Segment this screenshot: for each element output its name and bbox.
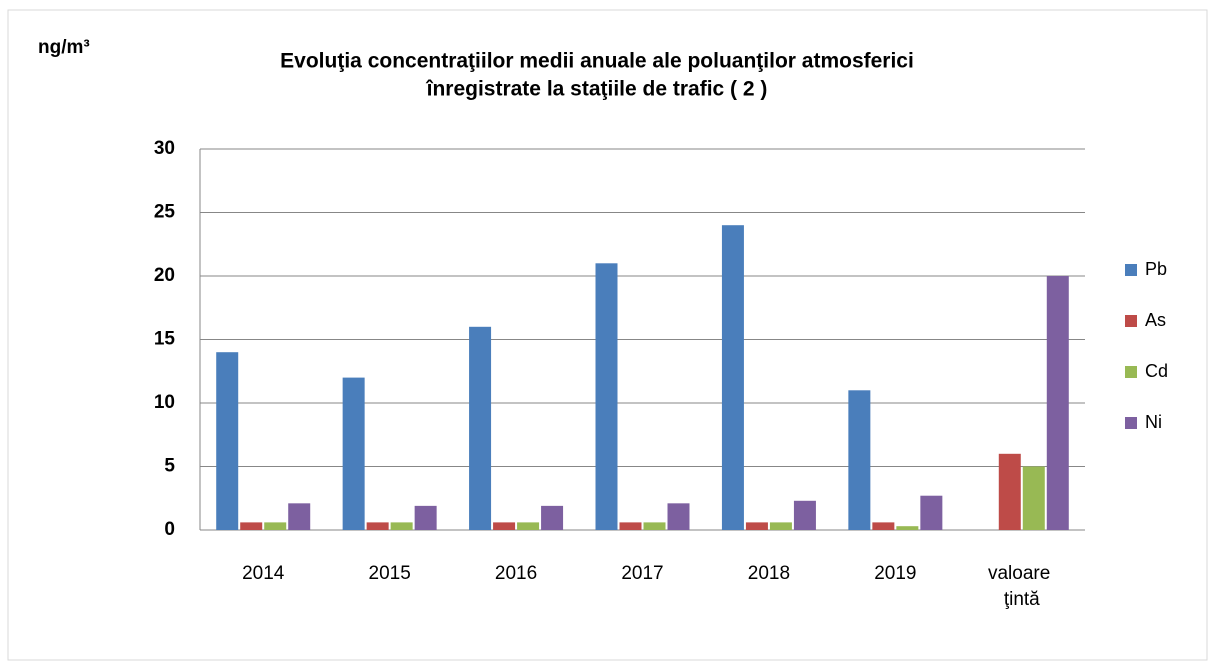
legend-label: Cd	[1145, 361, 1168, 381]
bar	[469, 326, 492, 530]
x-tick-label: 2019	[874, 563, 916, 584]
y-tick-label: 5	[164, 456, 175, 477]
legend-label: As	[1145, 310, 1166, 330]
legend-label: Ni	[1145, 412, 1162, 432]
x-tick-label: 2016	[495, 563, 537, 584]
bar	[414, 505, 437, 530]
chart-title: Evoluţia concentraţiilor medii anuale al…	[280, 50, 914, 73]
legend-swatch	[1125, 315, 1137, 327]
bar	[366, 522, 389, 530]
x-tick-label: 2018	[748, 563, 790, 584]
bar	[595, 263, 618, 530]
bar	[721, 225, 744, 530]
legend-swatch	[1125, 366, 1137, 378]
legend-label: Pb	[1145, 259, 1167, 279]
bar	[493, 522, 516, 530]
bar	[793, 500, 816, 530]
bar	[643, 522, 666, 530]
bar	[216, 352, 239, 530]
bar	[1046, 276, 1069, 530]
y-tick-label: 10	[154, 392, 175, 413]
bar	[998, 453, 1021, 530]
bar	[390, 522, 413, 530]
bar	[896, 526, 919, 530]
bar	[541, 505, 564, 530]
bar	[769, 522, 792, 530]
bar	[848, 390, 871, 530]
y-axis-label: ng/m³	[38, 37, 90, 58]
bar	[288, 503, 311, 530]
bar	[264, 522, 287, 530]
bar	[872, 522, 895, 530]
x-tick-label: 2014	[242, 563, 285, 584]
legend-swatch	[1125, 417, 1137, 429]
bar	[1022, 466, 1045, 530]
x-tick-label: 2015	[369, 563, 411, 584]
legend-swatch	[1125, 264, 1137, 276]
y-tick-label: 25	[154, 202, 176, 223]
y-tick-label: 20	[154, 265, 175, 286]
chart-title: înregistrate la staţiile de trafic ( 2 )	[426, 78, 768, 101]
bar	[517, 522, 540, 530]
bar	[619, 522, 642, 530]
bar	[342, 377, 365, 530]
x-tick-label: 2017	[621, 563, 663, 584]
bar	[920, 495, 943, 530]
y-tick-label: 30	[154, 138, 175, 159]
bar	[240, 522, 263, 530]
y-tick-label: 15	[154, 329, 176, 350]
y-tick-label: 0	[164, 519, 175, 540]
bar	[745, 522, 768, 530]
x-tick-label: valoare ţintă	[988, 563, 1056, 610]
bar	[667, 503, 690, 530]
